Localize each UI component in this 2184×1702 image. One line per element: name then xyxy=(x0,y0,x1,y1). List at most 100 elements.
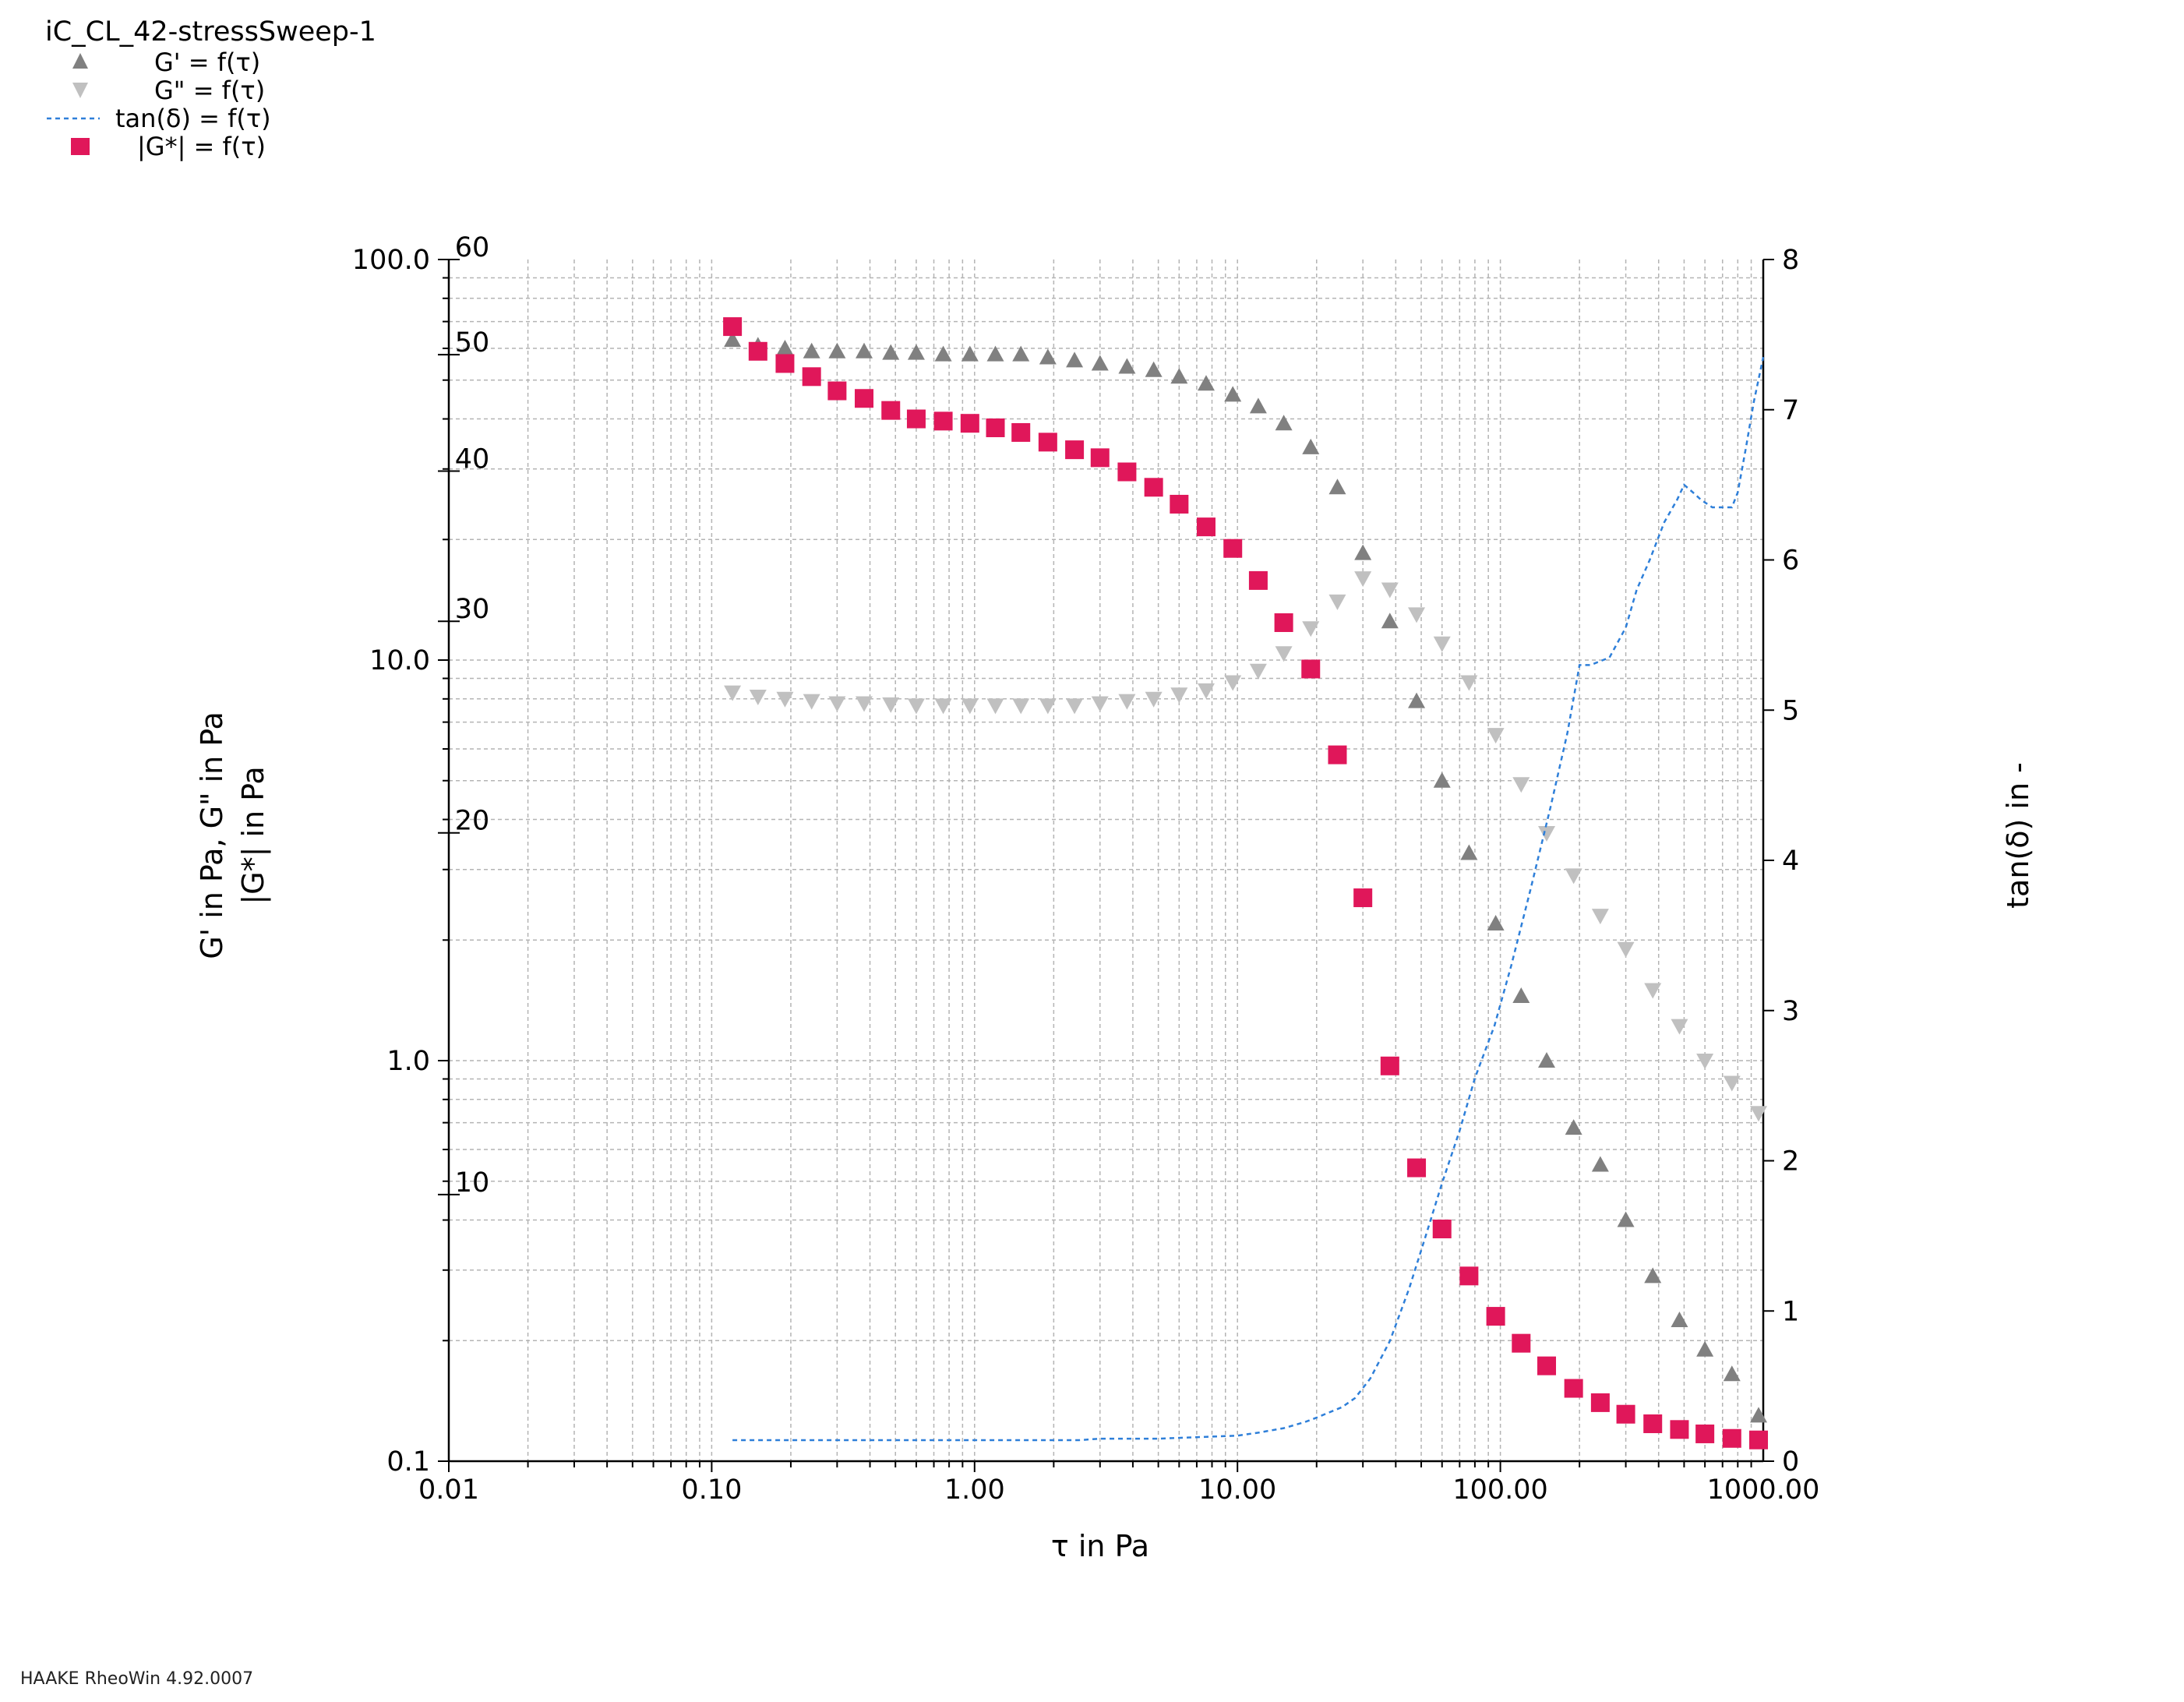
x-tick-label: 1000.00 xyxy=(1707,1474,1820,1506)
g-prime-point xyxy=(1617,1211,1635,1227)
g-double-prime-point xyxy=(1197,683,1215,699)
g-double-prime-point xyxy=(1249,663,1267,680)
g-double-prime-point xyxy=(1565,868,1582,885)
y-axis-right-label: tan(δ) in - xyxy=(2001,762,2035,909)
g-prime-point xyxy=(907,344,925,360)
legend-entry-tan-delta: tan(δ) = f(τ) xyxy=(45,104,450,132)
g-prime-point xyxy=(1328,478,1346,495)
g-double-prime-point xyxy=(1644,983,1662,999)
g-prime-point xyxy=(1487,914,1505,930)
g-double-prime-point xyxy=(1408,607,1426,623)
y-left-tick-label: 100.0 xyxy=(352,245,430,276)
ticks xyxy=(438,259,1774,1472)
y-left2-tick-label: 50 xyxy=(455,327,490,358)
g-double-prime-point xyxy=(934,698,952,715)
g-star-point xyxy=(1616,1404,1635,1424)
square-marker-icon xyxy=(71,138,90,155)
g-double-prime-point xyxy=(1433,636,1451,652)
g-double-prime-point xyxy=(1118,694,1136,710)
g-double-prime-point xyxy=(1354,571,1372,588)
g-prime-point xyxy=(803,342,820,358)
x-tick-label: 0.01 xyxy=(418,1474,479,1506)
g-prime-point xyxy=(1433,772,1451,788)
g-double-prime-point xyxy=(1512,777,1530,793)
g-double-prime-point xyxy=(749,690,767,706)
g-double-prime-point xyxy=(1750,1106,1768,1122)
g-prime-point xyxy=(1750,1407,1768,1423)
g-star-point xyxy=(723,317,743,337)
g-double-prime-point xyxy=(1487,728,1505,744)
g-star-point xyxy=(1144,478,1163,497)
g-star-point xyxy=(855,389,874,408)
series-0 xyxy=(724,331,1768,1423)
g-prime-point xyxy=(1091,355,1109,371)
g-double-prime-point xyxy=(1012,698,1030,715)
g-double-prime-point xyxy=(1696,1054,1714,1069)
y-left2-tick-label: 40 xyxy=(455,444,490,475)
y-right-tick-label: 2 xyxy=(1782,1146,1799,1178)
g-prime-point xyxy=(986,345,1004,362)
x-tick-label: 1.00 xyxy=(944,1474,1005,1506)
g-star-point xyxy=(933,411,953,431)
legend-label-g-double-prime: G" = f(τ) xyxy=(154,76,266,105)
g-star-point xyxy=(906,409,926,429)
g-star-point xyxy=(1670,1420,1689,1439)
y-right-tick-label: 6 xyxy=(1782,546,1799,577)
y-right-tick-label: 1 xyxy=(1782,1296,1799,1327)
g-prime-point xyxy=(1012,345,1030,362)
g-prime-point xyxy=(828,342,846,358)
y-left2-tick-label: 10 xyxy=(455,1167,490,1199)
g-double-prime-point xyxy=(1275,646,1293,662)
g-double-prime-point xyxy=(1302,621,1320,637)
g-double-prime-point xyxy=(961,698,979,715)
g-prime-point xyxy=(1066,351,1084,368)
triangle-up-marker-icon xyxy=(72,53,88,69)
g-star-point xyxy=(1590,1393,1610,1412)
legend-entry-g-star: |G*| = f(τ) xyxy=(45,132,450,161)
y-right-tick-label: 4 xyxy=(1782,846,1799,877)
legend-label-g-prime: G' = f(τ) xyxy=(154,48,261,77)
x-tick-label: 100.00 xyxy=(1452,1474,1547,1506)
g-prime-point xyxy=(1302,438,1320,454)
g-star-point xyxy=(1274,613,1293,632)
tan-delta-line xyxy=(732,357,1765,1442)
g-prime-point xyxy=(1408,692,1426,708)
legend-title: iC_CL_42-stressSweep-1 xyxy=(45,16,376,48)
y-right-tick-label: 3 xyxy=(1782,996,1799,1027)
g-prime-point xyxy=(1381,613,1399,629)
g-star-point xyxy=(1223,538,1243,558)
g-star-point xyxy=(1459,1266,1479,1286)
y-left-tick-label: 0.1 xyxy=(386,1446,430,1478)
g-star-point xyxy=(1090,448,1110,468)
g-prime-point xyxy=(1696,1340,1714,1357)
g-star-point xyxy=(986,418,1005,437)
g-double-prime-point xyxy=(1091,696,1109,712)
g-double-prime-point xyxy=(986,698,1004,715)
series-1 xyxy=(724,571,1768,1122)
g-double-prime-point xyxy=(1145,691,1163,708)
g-star-point xyxy=(1301,659,1321,679)
legend: iC_CL_42-stressSweep-1 G' = f(τ) G" = f(… xyxy=(45,16,450,161)
g-star-point xyxy=(1328,745,1347,764)
y-left-tick-label: 10.0 xyxy=(369,645,430,676)
g-double-prime-point xyxy=(856,696,873,712)
g-star-point xyxy=(827,381,847,401)
legend-entry-g-prime: G' = f(τ) xyxy=(45,48,450,76)
grid xyxy=(449,260,1763,1461)
triangle-down-marker-icon xyxy=(72,83,88,98)
g-double-prime-point xyxy=(1591,909,1609,925)
g-prime-point xyxy=(1644,1267,1662,1284)
g-prime-point xyxy=(1591,1156,1609,1172)
g-double-prime-point xyxy=(1039,698,1057,715)
g-double-prime-point xyxy=(1671,1019,1688,1035)
g-prime-point xyxy=(1118,358,1136,374)
g-double-prime-point xyxy=(828,696,846,712)
g-star-point xyxy=(1695,1424,1715,1443)
y-left2-tick-label: 30 xyxy=(455,594,490,625)
g-double-prime-point xyxy=(776,691,794,708)
g-star-point xyxy=(1196,517,1215,537)
g-star-point xyxy=(1170,494,1189,514)
g-double-prime-point xyxy=(1617,941,1635,958)
y-right-tick-label: 0 xyxy=(1782,1446,1799,1478)
g-prime-point xyxy=(934,345,952,362)
